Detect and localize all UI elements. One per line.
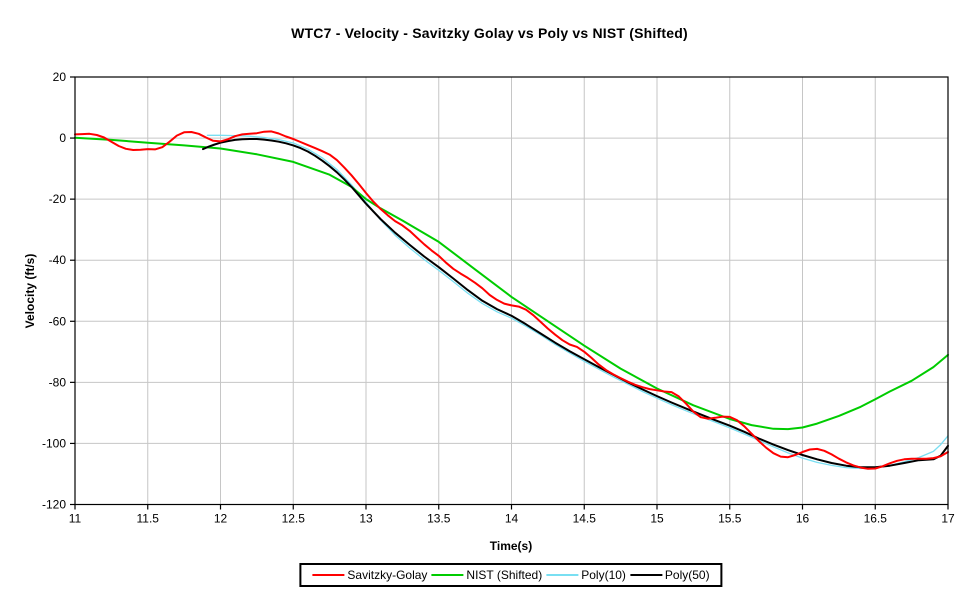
x-axis-title: Time(s) bbox=[489, 539, 533, 553]
x-tick-label: 15.5 bbox=[718, 512, 742, 526]
x-tick-label: 16.5 bbox=[864, 512, 888, 526]
y-tick-label: -20 bbox=[49, 192, 67, 206]
chart-title: WTC7 - Velocity - Savitzky Golay vs Poly… bbox=[291, 25, 688, 41]
legend-item-nist-shifted: NIST (Shifted) bbox=[431, 568, 542, 582]
y-tick-label: 0 bbox=[59, 131, 66, 145]
legend-line-sample bbox=[629, 574, 662, 576]
x-tick-label: 16 bbox=[796, 512, 810, 526]
legend-label: NIST (Shifted) bbox=[466, 568, 543, 582]
y-tick-label: -120 bbox=[42, 498, 66, 512]
legend-item-poly-10: Poly(10) bbox=[546, 568, 626, 582]
y-tick-label: -80 bbox=[49, 375, 67, 389]
legend-line-sample bbox=[546, 574, 579, 576]
x-tick-label: 14 bbox=[505, 512, 519, 526]
x-tick-label: 15 bbox=[650, 512, 664, 526]
y-tick-label: -100 bbox=[42, 436, 66, 450]
legend-line-sample bbox=[312, 574, 345, 576]
x-tick-label: 13.5 bbox=[427, 512, 451, 526]
x-tick-label: 17 bbox=[941, 512, 955, 526]
x-tick-label: 12 bbox=[214, 512, 228, 526]
series-poly-50 bbox=[202, 138, 949, 469]
legend-item-savitzky-golay: Savitzky-Golay bbox=[312, 568, 427, 582]
legend-label: Poly(50) bbox=[664, 568, 710, 582]
legend-line-sample bbox=[431, 574, 464, 576]
x-tick-label: 14.5 bbox=[573, 512, 597, 526]
x-tick-label: 11.5 bbox=[137, 512, 160, 526]
y-tick-label: -40 bbox=[49, 253, 67, 267]
y-tick-label: 20 bbox=[53, 70, 67, 84]
x-tick-label: 12.5 bbox=[282, 512, 306, 526]
x-tick-label: 13 bbox=[359, 512, 373, 526]
axis-ticks: 11 11.5 12 12.5 13 13.5 14 14.5 15 15.5 16 16.5 17 20… bbox=[42, 70, 955, 526]
legend: Savitzky-Golay NIST (Shifted) Poly(10) Poly… bbox=[299, 563, 723, 587]
y-tick-label: -60 bbox=[49, 314, 67, 328]
gridlines bbox=[74, 76, 949, 505]
x-tick-label: 11 bbox=[69, 512, 82, 526]
series-poly-10 bbox=[206, 134, 949, 470]
legend-label: Poly(10) bbox=[581, 568, 626, 582]
legend-item-poly-50: Poly(50) bbox=[629, 568, 710, 582]
legend-label: Savitzky-Golay bbox=[347, 568, 428, 582]
series-savitzky-golay bbox=[74, 130, 949, 470]
series-nist-shifted bbox=[74, 136, 949, 431]
